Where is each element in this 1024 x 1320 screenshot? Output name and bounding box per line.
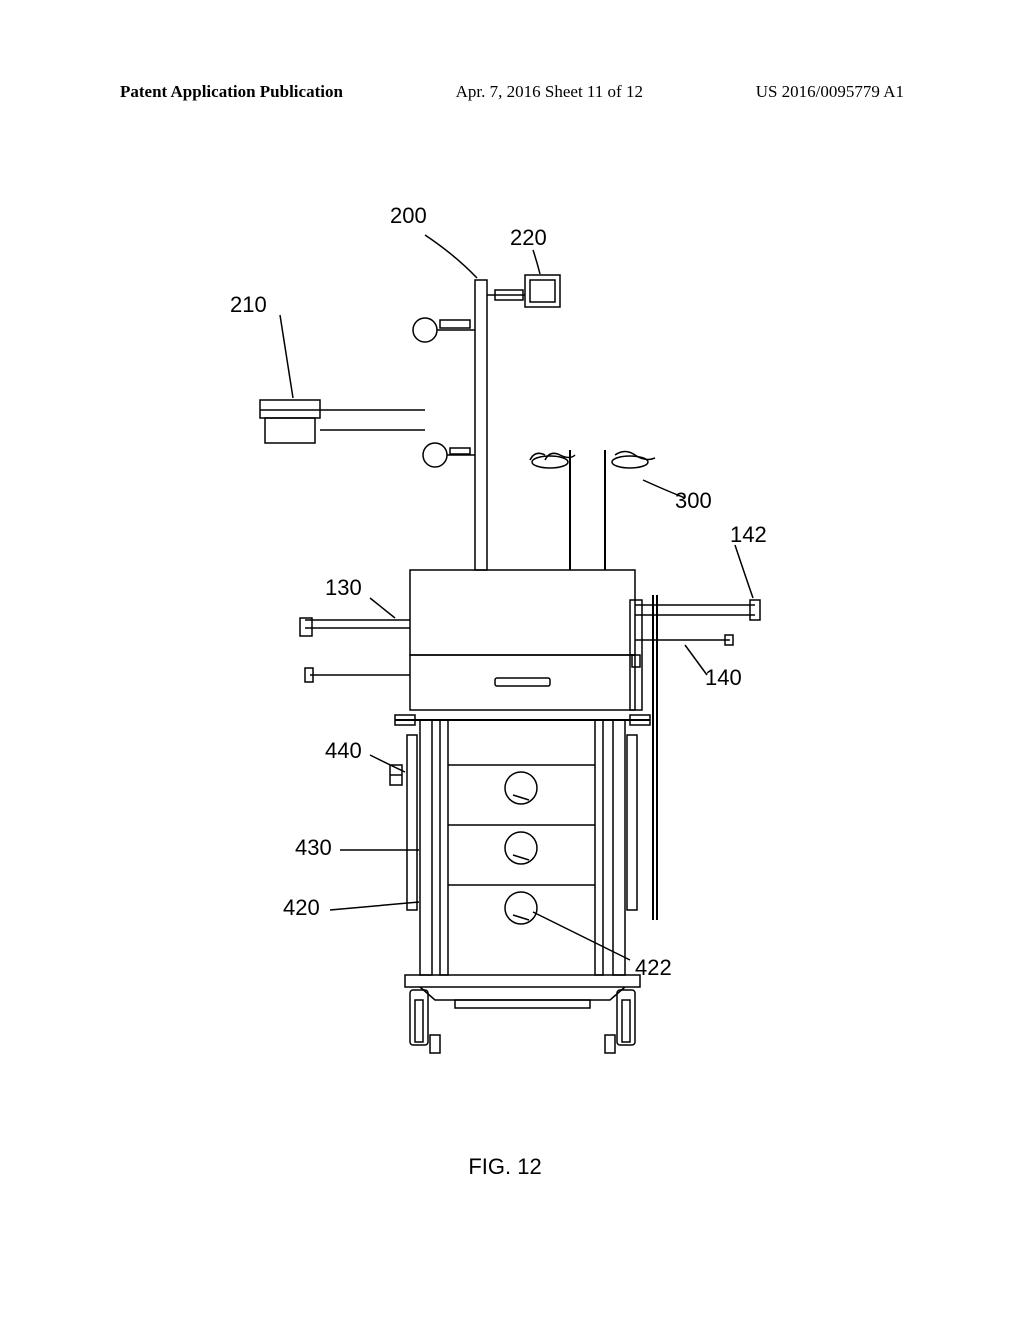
callout-210: 210 — [230, 292, 267, 318]
callout-420: 420 — [283, 895, 320, 921]
callout-130: 130 — [325, 575, 362, 601]
callout-140: 140 — [705, 665, 742, 691]
callout-440: 440 — [325, 738, 362, 764]
callout-422: 422 — [635, 955, 672, 981]
callout-220: 220 — [510, 225, 547, 251]
callout-430: 430 — [295, 835, 332, 861]
callout-200: 200 — [390, 203, 427, 229]
figure-container: 200 220 210 300 142 130 140 440 430 420 … — [175, 200, 835, 1100]
cart-drawing — [175, 200, 835, 1100]
header-left: Patent Application Publication — [120, 82, 343, 102]
page-header: Patent Application Publication Apr. 7, 2… — [120, 82, 904, 102]
header-center: Apr. 7, 2016 Sheet 11 of 12 — [456, 82, 643, 102]
figure-label: FIG. 12 — [468, 1154, 541, 1180]
callout-142: 142 — [730, 522, 767, 548]
callout-300: 300 — [675, 488, 712, 514]
header-right: US 2016/0095779 A1 — [756, 82, 904, 102]
